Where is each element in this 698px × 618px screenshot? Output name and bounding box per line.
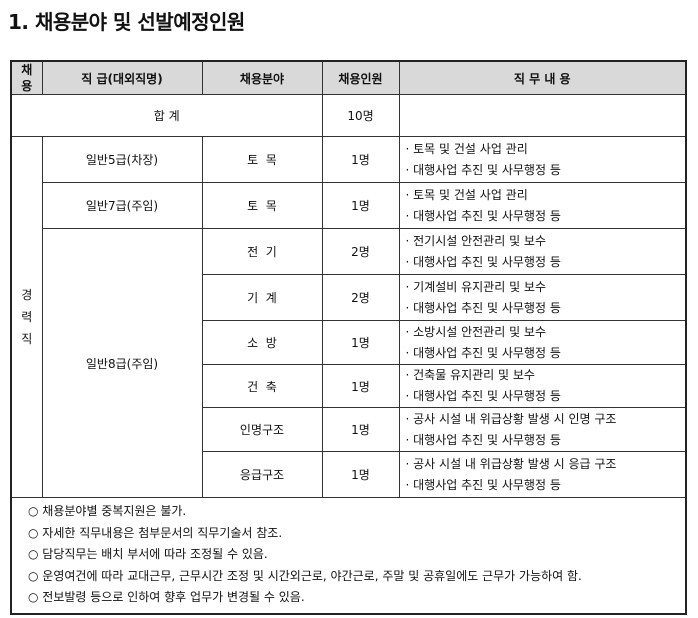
table-row: 인명구조 1명 · 공사 시설 내 위급상황 발생 시 인명 구조 · 대행사업 추진… <box>11 407 687 452</box>
field-cell: 토 목 <box>201 136 323 183</box>
count-cell: 1명 <box>321 320 400 365</box>
table-row: 응급구조 1명 · 공사 시설 내 위급상황 발생 시 응급 구조 · 대행사업 추진… <box>11 451 687 498</box>
count-cell: 2명 <box>321 228 400 275</box>
header-field: 채용분야 <box>201 60 323 95</box>
field-cell: 응급구조 <box>201 451 323 498</box>
header-grade: 직 급(대외직명) <box>41 60 203 95</box>
duty-line: · 대행사업 추진 및 사무행정 등 <box>405 432 561 447</box>
note: ○ 담당직무는 배치 부서에 따라 조정될 수 있음. <box>28 547 268 561</box>
notes-row: ○ 채용분야별 중복지원은 불가. ○ 자세한 직무내용은 첨부문서의 직무기술… <box>10 497 687 614</box>
recruitment-table: 채 용 직 급(대외직명) 채용분야 채용인원 직 무 내 용 합 계 10명 … <box>10 60 687 615</box>
notes: ○ 채용분야별 중복지원은 불가. ○ 자세한 직무내용은 첨부문서의 직무기술… <box>10 497 687 614</box>
total-row: 합 계 10명 <box>10 94 687 137</box>
field-cell: 소 방 <box>201 320 323 365</box>
table-row: 일반8급(주임) 전 기 2명 · 전기시설 안전관리 및 보수 · 대행사업 추진 및… <box>11 228 687 498</box>
duty-line: · 대행사업 추진 및 사무행정 등 <box>405 162 561 177</box>
note: ○ 자세한 직무내용은 첨부문서의 직무기술서 참조. <box>28 525 283 540</box>
total-count: 10명 <box>321 94 400 137</box>
header-count: 채용인원 <box>321 60 400 95</box>
duty-cell: · 공사 시설 내 위급상황 발생 시 인명 구조 · 대행사업 추진 및 사무행… <box>398 407 687 452</box>
duty-line: · 대행사업 추진 및 사무행정 등 <box>405 345 561 360</box>
duty-line: · 토목 및 건설 사업 관리 <box>405 141 528 156</box>
count-cell: 1명 <box>321 182 400 229</box>
duty-line: · 대행사업 추진 및 사무행정 등 <box>405 208 561 223</box>
header-row: 채 용 직 급(대외직명) 채용분야 채용인원 직 무 내 용 <box>10 60 687 95</box>
grade-cell: 일반8급(주임) <box>41 228 203 498</box>
duty-line: · 건축물 유지관리 및 보수 <box>405 368 535 382</box>
total-label: 합 계 <box>10 94 323 137</box>
total-duty <box>398 94 687 137</box>
duty-cell: · 전기시설 안전관리 및 보수 · 대행사업 추진 및 사무행정 등 <box>398 228 687 275</box>
table-row: 건 축 1명 · 건축물 유지관리 및 보수 · 대행사업 추진 및 사무행정 등 <box>11 364 687 408</box>
duty-line: · 공사 시설 내 위급상황 발생 시 인명 구조 <box>405 411 617 426</box>
grade-cell: 일반5급(차장) <box>41 136 203 183</box>
table-row: 일반7급(주임) 토 목 1명 · 토목 및 건설 사업 관리 · 대행사업 추진 및 … <box>11 182 687 229</box>
duty-line: · 토목 및 건설 사업 관리 <box>405 187 528 202</box>
section-title: 1. 채용분야 및 선발예정인원 <box>8 10 245 34</box>
note: ○ 운영여건에 따라 교대근무, 근무시간 조정 및 시간외근로, 야간근로, … <box>28 568 582 583</box>
duty-cell: · 기계설비 유지관리 및 보수 · 대행사업 추진 및 사무행정 등 <box>398 274 687 321</box>
count-cell: 1명 <box>321 364 400 408</box>
field-cell: 토 목 <box>201 182 323 229</box>
group-label: 경 력 직 <box>10 136 43 498</box>
field-cell: 전 기 <box>201 228 323 275</box>
duty-cell: · 공사 시설 내 위급상황 발생 시 응급 구조 · 대행사업 추진 및 사무행… <box>398 451 687 498</box>
grade-cell: 일반7급(주임) <box>41 182 203 229</box>
header-type: 채 용 <box>10 60 43 95</box>
count-cell: 1명 <box>321 451 400 498</box>
duty-line: · 대행사업 추진 및 사무행정 등 <box>405 300 561 315</box>
count-cell: 2명 <box>321 274 400 321</box>
field-cell: 인명구조 <box>201 407 323 452</box>
duty-line: · 대행사업 추진 및 사무행정 등 <box>405 389 561 403</box>
duty-line: · 대행사업 추진 및 사무행정 등 <box>405 254 561 269</box>
header-duty: 직 무 내 용 <box>398 60 687 95</box>
duty-cell: · 토목 및 건설 사업 관리 · 대행사업 추진 및 사무행정 등 <box>398 182 687 229</box>
duty-cell: · 건축물 유지관리 및 보수 · 대행사업 추진 및 사무행정 등 <box>398 364 687 408</box>
duty-line: · 대행사업 추진 및 사무행정 등 <box>405 477 561 492</box>
duty-line: · 소방시설 안전관리 및 보수 <box>405 324 547 339</box>
count-cell: 1명 <box>321 407 400 452</box>
table-row: 기 계 2명 · 기계설비 유지관리 및 보수 · 대행사업 추진 및 사무행정 등 <box>11 274 687 321</box>
duty-cell: · 소방시설 안전관리 및 보수 · 대행사업 추진 및 사무행정 등 <box>398 320 687 365</box>
count-cell: 1명 <box>321 136 400 183</box>
note: ○ 채용분야별 중복지원은 불가. <box>28 504 187 518</box>
duty-line: · 공사 시설 내 위급상황 발생 시 응급 구조 <box>405 456 617 471</box>
note: ○ 전보발령 등으로 인하여 향후 업무가 변경될 수 있음. <box>28 590 305 604</box>
duty-line: · 전기시설 안전관리 및 보수 <box>405 233 547 248</box>
field-cell: 기 계 <box>201 274 323 321</box>
duty-line: · 기계설비 유지관리 및 보수 <box>405 279 547 294</box>
table-row: 경 력 직 일반5급(차장) 토 목 1명 · 토목 및 건설 사업 관리 · 대행사업 … <box>10 136 687 498</box>
field-cell: 건 축 <box>201 364 323 408</box>
duty-cell: · 토목 및 건설 사업 관리 · 대행사업 추진 및 사무행정 등 <box>398 136 687 183</box>
